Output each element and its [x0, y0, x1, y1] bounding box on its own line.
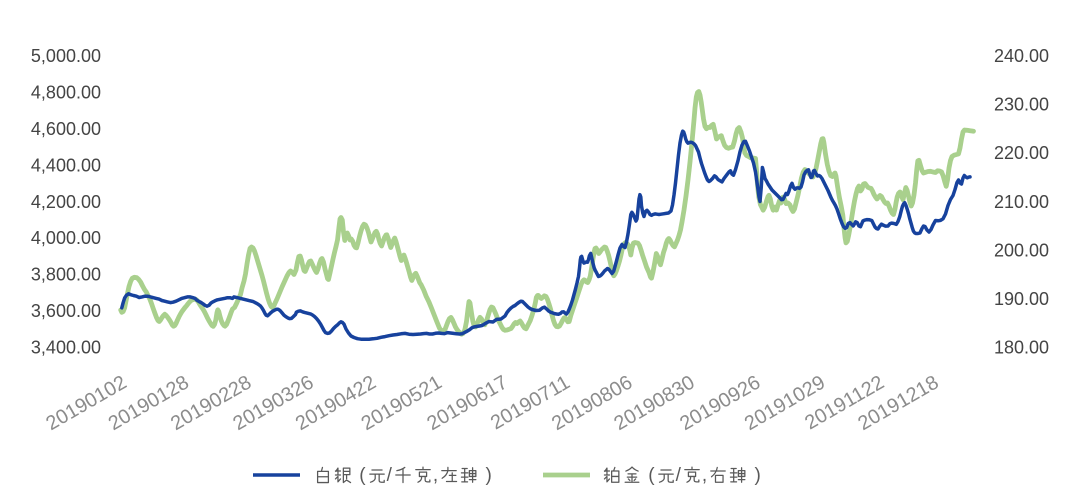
svg-text:4,200.00: 4,200.00 [31, 192, 101, 212]
svg-text:240.00: 240.00 [994, 46, 1049, 66]
svg-text:3,600.00: 3,600.00 [31, 301, 101, 321]
svg-text:4,600.00: 4,600.00 [31, 119, 101, 139]
svg-text:230.00: 230.00 [994, 95, 1049, 115]
svg-text:200.00: 200.00 [994, 240, 1049, 260]
svg-text:180.00: 180.00 [994, 338, 1049, 358]
svg-text:3,800.00: 3,800.00 [31, 265, 101, 285]
svg-text:3,400.00: 3,400.00 [31, 338, 101, 358]
svg-text:4,800.00: 4,800.00 [31, 83, 101, 103]
svg-text:190.00: 190.00 [994, 289, 1049, 309]
svg-text:210.00: 210.00 [994, 192, 1049, 212]
svg-text:4,400.00: 4,400.00 [31, 155, 101, 175]
svg-text:220.00: 220.00 [994, 143, 1049, 163]
svg-text:5,000.00: 5,000.00 [31, 46, 101, 66]
svg-text:4,000.00: 4,000.00 [31, 228, 101, 248]
